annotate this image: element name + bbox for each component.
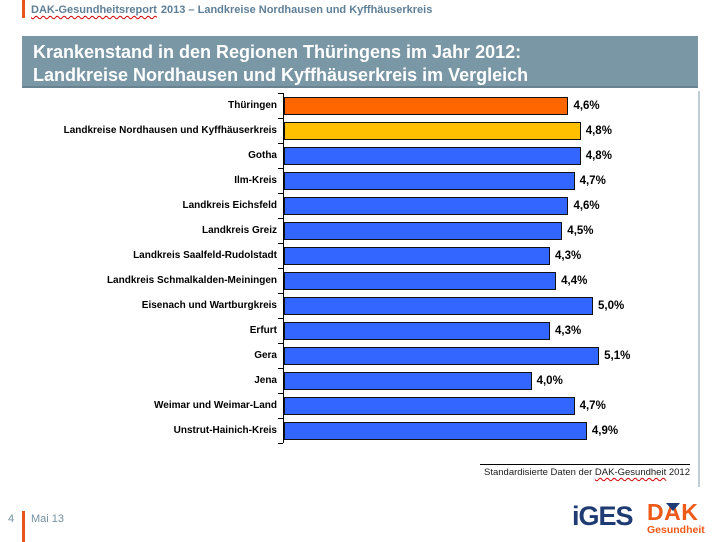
bar-zone: 5,1% [278,342,698,368]
chart-row: Landkreise Nordhausen und Kyffhäuserkrei… [30,117,698,143]
chart-row: Landkreis Schmalkalden-Meiningen 4,4% [30,267,698,293]
bar-zone: 4,3% [278,317,698,343]
slide-title: Krankenstand in den Regionen Thüringens … [22,36,698,88]
source-divider-line [480,464,690,465]
value-label: 4,7% [579,399,606,412]
chart-row: Landkreis Eichsfeld 4,6% [30,192,698,218]
value-label: 4,0% [536,374,563,387]
chart-row: Gotha 4,8% [30,142,698,168]
bar [284,421,587,440]
category-label: Gotha [248,150,277,161]
category-label: Weimar und Weimar-Land [154,400,277,411]
chart-row: Thüringen 4,6% [30,92,698,118]
bar [284,96,569,115]
bar [284,321,551,340]
chart-row: Landkreis Saalfeld-Rudolstadt 4,3% [30,242,698,268]
bar-zone: 4,6% [278,192,698,218]
footer-date: Mai 13 [31,513,65,525]
value-label: 4,8% [585,149,612,162]
breadcrumb-report-name: DAK-Gesundheitsreport [31,4,157,16]
bar-chart: Thüringen 4,6% Landkreise Nordhausen und K… [30,92,698,444]
category-label: Landkreis Schmalkalden-Meiningen [106,275,277,286]
bar-zone: 5,0% [278,292,698,318]
category-label: Eisenach und Wartburgkreis [141,300,277,311]
breadcrumb: DAK-Gesundheitsreport 2013 – Landkreise N… [31,4,432,16]
chart-row: Jena 4,0% [30,367,698,393]
bar [284,371,532,390]
category-label: Landkreis Eichsfeld [182,200,277,211]
page-number: 4 [8,513,15,525]
bar [284,396,575,415]
bar [284,146,581,165]
category-label: Landkreise Nordhausen und Kyffhäuserkrei… [63,125,277,136]
breadcrumb-rest: 2013 – Landkreise Nordhausen und Kyffhäu… [160,4,433,16]
source-note-year: 2012 [666,467,690,478]
bar [284,271,557,290]
value-label: 4,6% [573,99,600,112]
source-note-prefix: Standardisierte Daten der [484,467,595,478]
bar-zone: 4,6% [278,92,698,118]
value-label: 4,8% [585,124,612,137]
dak-logo-word: DAK [647,499,699,525]
source-note-highlight: DAK-Gesundheit [594,467,667,478]
bar-zone: 4,0% [278,367,698,393]
category-label: Landkreis Saalfeld-Rudolstadt [133,250,277,261]
chart-row: Ilm-Kreis 4,7% [30,167,698,193]
dak-logo-subtitle: Gesundheit [647,524,705,536]
category-label: Landkreis Greiz [201,225,277,236]
bar [284,221,563,240]
bar [284,346,600,365]
value-label: 4,7% [579,174,606,187]
bar-zone: 4,8% [278,142,698,168]
chart-row: Erfurt 4,3% [30,317,698,343]
value-label: 4,3% [555,324,582,337]
value-label: 4,3% [555,249,582,262]
value-label: 4,6% [573,199,600,212]
category-label: Erfurt [249,325,277,336]
value-label: 5,0% [598,299,625,312]
bar-zone: 4,7% [278,392,698,418]
header-accent-bar [22,0,25,18]
chart-row: Eisenach und Wartburgkreis 5,0% [30,292,698,318]
slide-title-line2: Landkreise Nordhausen und Kyffhäuserkrei… [33,65,529,85]
category-label: Unstrut-Hainich-Kreis [173,425,277,436]
value-label: 4,5% [567,224,594,237]
bar-zone: 4,9% [278,417,698,444]
category-label: Thüringen [228,100,277,111]
iges-logo: iGES [572,501,634,531]
category-label: Gera [254,350,277,361]
source-note: Standardisierte Daten der DAK-Gesundheit… [390,467,690,478]
bar [284,296,593,315]
value-label: 4,4% [561,274,588,287]
slide-title-line1: Krankenstand in den Regionen Thüringens … [33,42,522,62]
dak-logo: DAK Gesundheit [647,499,709,537]
value-label: 4,9% [591,424,619,437]
bar-zone: 4,4% [278,267,698,293]
bar [284,196,569,215]
bar [284,121,581,140]
footer-accent-bar [22,511,25,542]
bar-zone: 4,3% [278,242,698,268]
bar-zone: 4,7% [278,167,698,193]
chart-row: Weimar und Weimar-Land 4,7% [30,392,698,418]
value-label: 5,1% [604,349,631,362]
chart-row: Unstrut-Hainich-Kreis 4,9% [30,417,698,444]
category-label: Jena [254,375,277,386]
chart-row: Gera 5,1% [30,342,698,368]
chart-row: Landkreis Greiz 4,5% [30,217,698,243]
category-label: Ilm-Kreis [234,175,277,186]
bar-zone: 4,5% [278,217,698,243]
bar [284,171,575,190]
bar [284,246,551,265]
right-divider-line [698,91,700,487]
bar-zone: 4,8% [278,117,698,143]
